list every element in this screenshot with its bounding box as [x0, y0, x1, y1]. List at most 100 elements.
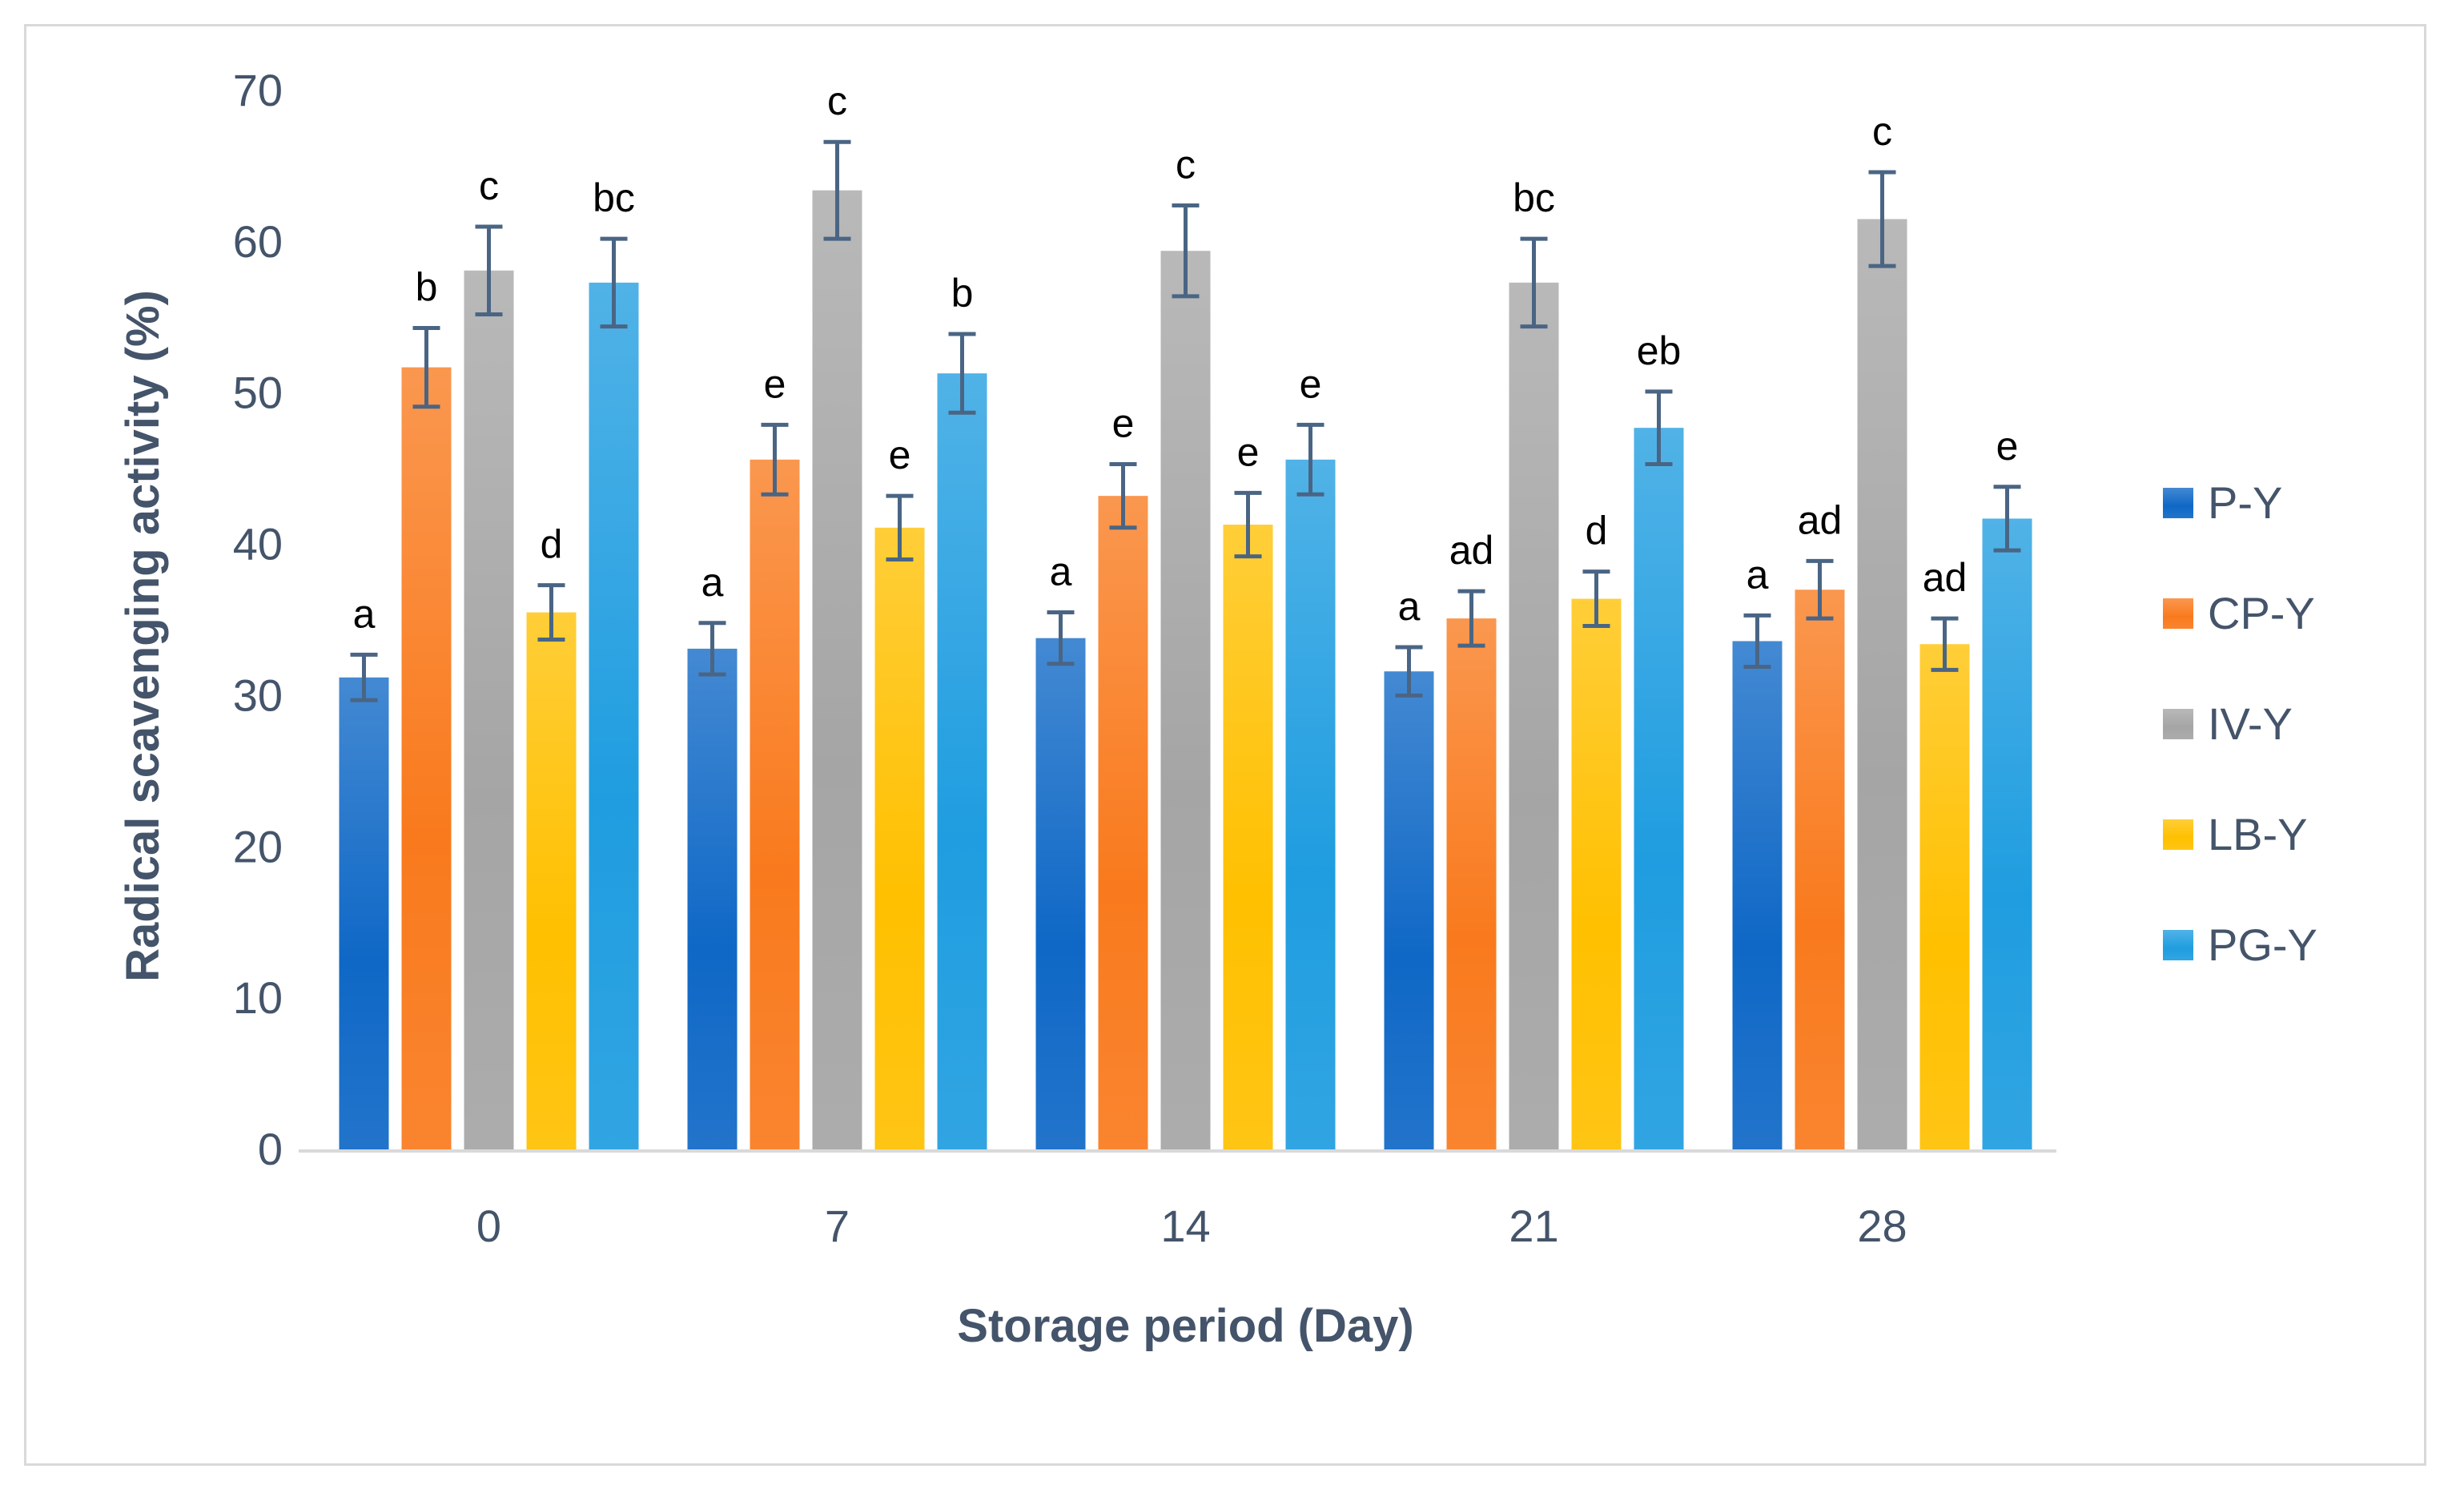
error-bar-iv-y-day-7	[823, 139, 851, 241]
error-bar-cp-y-day-0	[412, 326, 440, 409]
significance-letter: ad	[1798, 497, 1843, 542]
x-axis-ticks: 0 7 14 21 28	[476, 1201, 1907, 1251]
error-bar-iv-y-day-21	[1520, 236, 1548, 329]
bar-pg-y-day-28	[1982, 518, 2032, 1149]
error-bars	[350, 139, 2021, 702]
legend-label: P-Y	[2208, 477, 2282, 528]
y-tick-label: 20	[233, 821, 283, 871]
bar-pg-y-day-21	[1634, 428, 1684, 1149]
bar-lb-y-day-7	[874, 527, 925, 1149]
bar-lb-y-day-21	[1571, 598, 1622, 1149]
significance-letter: e	[889, 433, 911, 477]
bar-lb-y-day-14	[1223, 525, 1273, 1149]
y-tick-label: 10	[233, 972, 283, 1023]
bar-pg-y-day-7	[937, 373, 987, 1150]
error-bar-lb-y-day-7	[886, 493, 914, 561]
error-bar-lb-y-day-28	[1931, 616, 1959, 672]
legend-label: PG-Y	[2208, 920, 2317, 970]
significance-letter: ad	[1449, 528, 1494, 573]
y-axis-ticks: 0 10 20 30 40 50 60 70	[233, 65, 283, 1174]
legend-label: CP-Y	[2208, 588, 2315, 638]
bar-iv-y-day-21	[1509, 282, 1559, 1149]
x-tick-label: 28	[1857, 1201, 1907, 1251]
bar-lb-y-day-28	[1919, 644, 1970, 1149]
error-bar-iv-y-day-28	[1868, 170, 1896, 268]
bar-p-y-day-0	[339, 677, 389, 1149]
error-bar-lb-y-day-21	[1582, 569, 1610, 629]
x-tick-label: 14	[1160, 1201, 1210, 1251]
error-bar-cp-y-day-21	[1457, 589, 1485, 648]
legend-item-cp-y: CP-Y	[2163, 588, 2315, 638]
significance-letter: a	[353, 591, 376, 636]
bar-cp-y-day-7	[750, 459, 800, 1149]
legend-label: LB-Y	[2208, 809, 2308, 859]
y-tick-label: 70	[233, 65, 283, 115]
legend-label: IV-Y	[2208, 698, 2293, 749]
error-bar-p-y-day-14	[1047, 610, 1075, 666]
error-bar-p-y-day-28	[1743, 613, 1771, 670]
x-tick-label: 7	[825, 1201, 850, 1251]
error-bar-pg-y-day-0	[600, 236, 628, 329]
error-bar-cp-y-day-14	[1109, 461, 1137, 530]
significance-letter: e	[764, 361, 786, 406]
y-axis-title: Radical scavenging activity (%)	[117, 290, 169, 982]
bar-pg-y-day-14	[1285, 459, 1336, 1149]
legend-swatch	[2163, 819, 2193, 850]
legend-swatch	[2163, 709, 2193, 739]
error-bar-pg-y-day-21	[1645, 389, 1673, 466]
significance-letter: e	[1996, 424, 2019, 469]
significance-letter: eb	[1637, 328, 1682, 373]
bar-iv-y-day-14	[1160, 251, 1211, 1149]
error-bar-cp-y-day-7	[761, 422, 789, 497]
significance-letter: e	[1237, 429, 1260, 474]
significance-letter: a	[701, 560, 724, 605]
significance-letter: b	[951, 271, 974, 316]
bar-lb-y-day-0	[526, 612, 577, 1149]
error-bar-lb-y-day-0	[537, 583, 565, 642]
error-bar-p-y-day-0	[350, 652, 378, 702]
error-bar-lb-y-day-14	[1234, 490, 1262, 559]
significance-letter: e	[1112, 400, 1135, 445]
significance-letter: a	[1747, 552, 1769, 597]
error-bar-cp-y-day-28	[1806, 558, 1834, 621]
y-tick-label: 30	[233, 670, 283, 720]
bar-iv-y-day-0	[464, 270, 514, 1149]
legend-swatch	[2163, 488, 2193, 518]
legend-item-p-y: P-Y	[2163, 477, 2282, 528]
bar-p-y-day-7	[687, 648, 738, 1149]
error-bar-pg-y-day-28	[1993, 485, 2021, 553]
significance-letter: e	[1300, 361, 1322, 406]
error-bar-pg-y-day-14	[1296, 422, 1324, 497]
legend-swatch	[2163, 930, 2193, 960]
legend-item-pg-y: PG-Y	[2163, 920, 2317, 970]
x-axis-title: Storage period (Day)	[957, 1300, 1413, 1352]
error-bar-iv-y-day-14	[1172, 203, 1200, 299]
legend-item-lb-y: LB-Y	[2163, 809, 2308, 859]
y-tick-label: 60	[233, 216, 283, 267]
significance-letter: bc	[1513, 175, 1555, 220]
significance-letter: d	[1586, 509, 1608, 553]
bar-p-y-day-28	[1732, 641, 1783, 1149]
bar-iv-y-day-28	[1857, 219, 1907, 1149]
significance-letter: bc	[593, 175, 635, 220]
y-tick-label: 0	[258, 1124, 283, 1174]
significance-letter: ad	[1923, 555, 1968, 600]
legend-swatch	[2163, 598, 2193, 629]
bar-p-y-day-21	[1384, 671, 1434, 1149]
bar-p-y-day-14	[1035, 638, 1086, 1149]
significance-letter: a	[1398, 584, 1421, 629]
significance-letter: c	[479, 163, 499, 208]
significance-letter: c	[1872, 109, 1892, 154]
bar-cp-y-day-14	[1098, 496, 1148, 1149]
significance-letter: c	[1176, 143, 1196, 187]
significance-letter: d	[541, 522, 563, 567]
significance-letter: c	[827, 78, 847, 123]
y-tick-label: 50	[233, 368, 283, 418]
bars	[339, 190, 2032, 1150]
significance-letter: b	[416, 265, 438, 310]
chart-frame: 0 10 20 30 40 50 60 70 a b c d bc a e c e b a e c e e a ad bc d eb…	[24, 24, 2426, 1466]
error-bar-p-y-day-7	[698, 621, 726, 677]
bar-cp-y-day-28	[1795, 590, 1845, 1149]
bar-cp-y-day-21	[1446, 618, 1497, 1149]
